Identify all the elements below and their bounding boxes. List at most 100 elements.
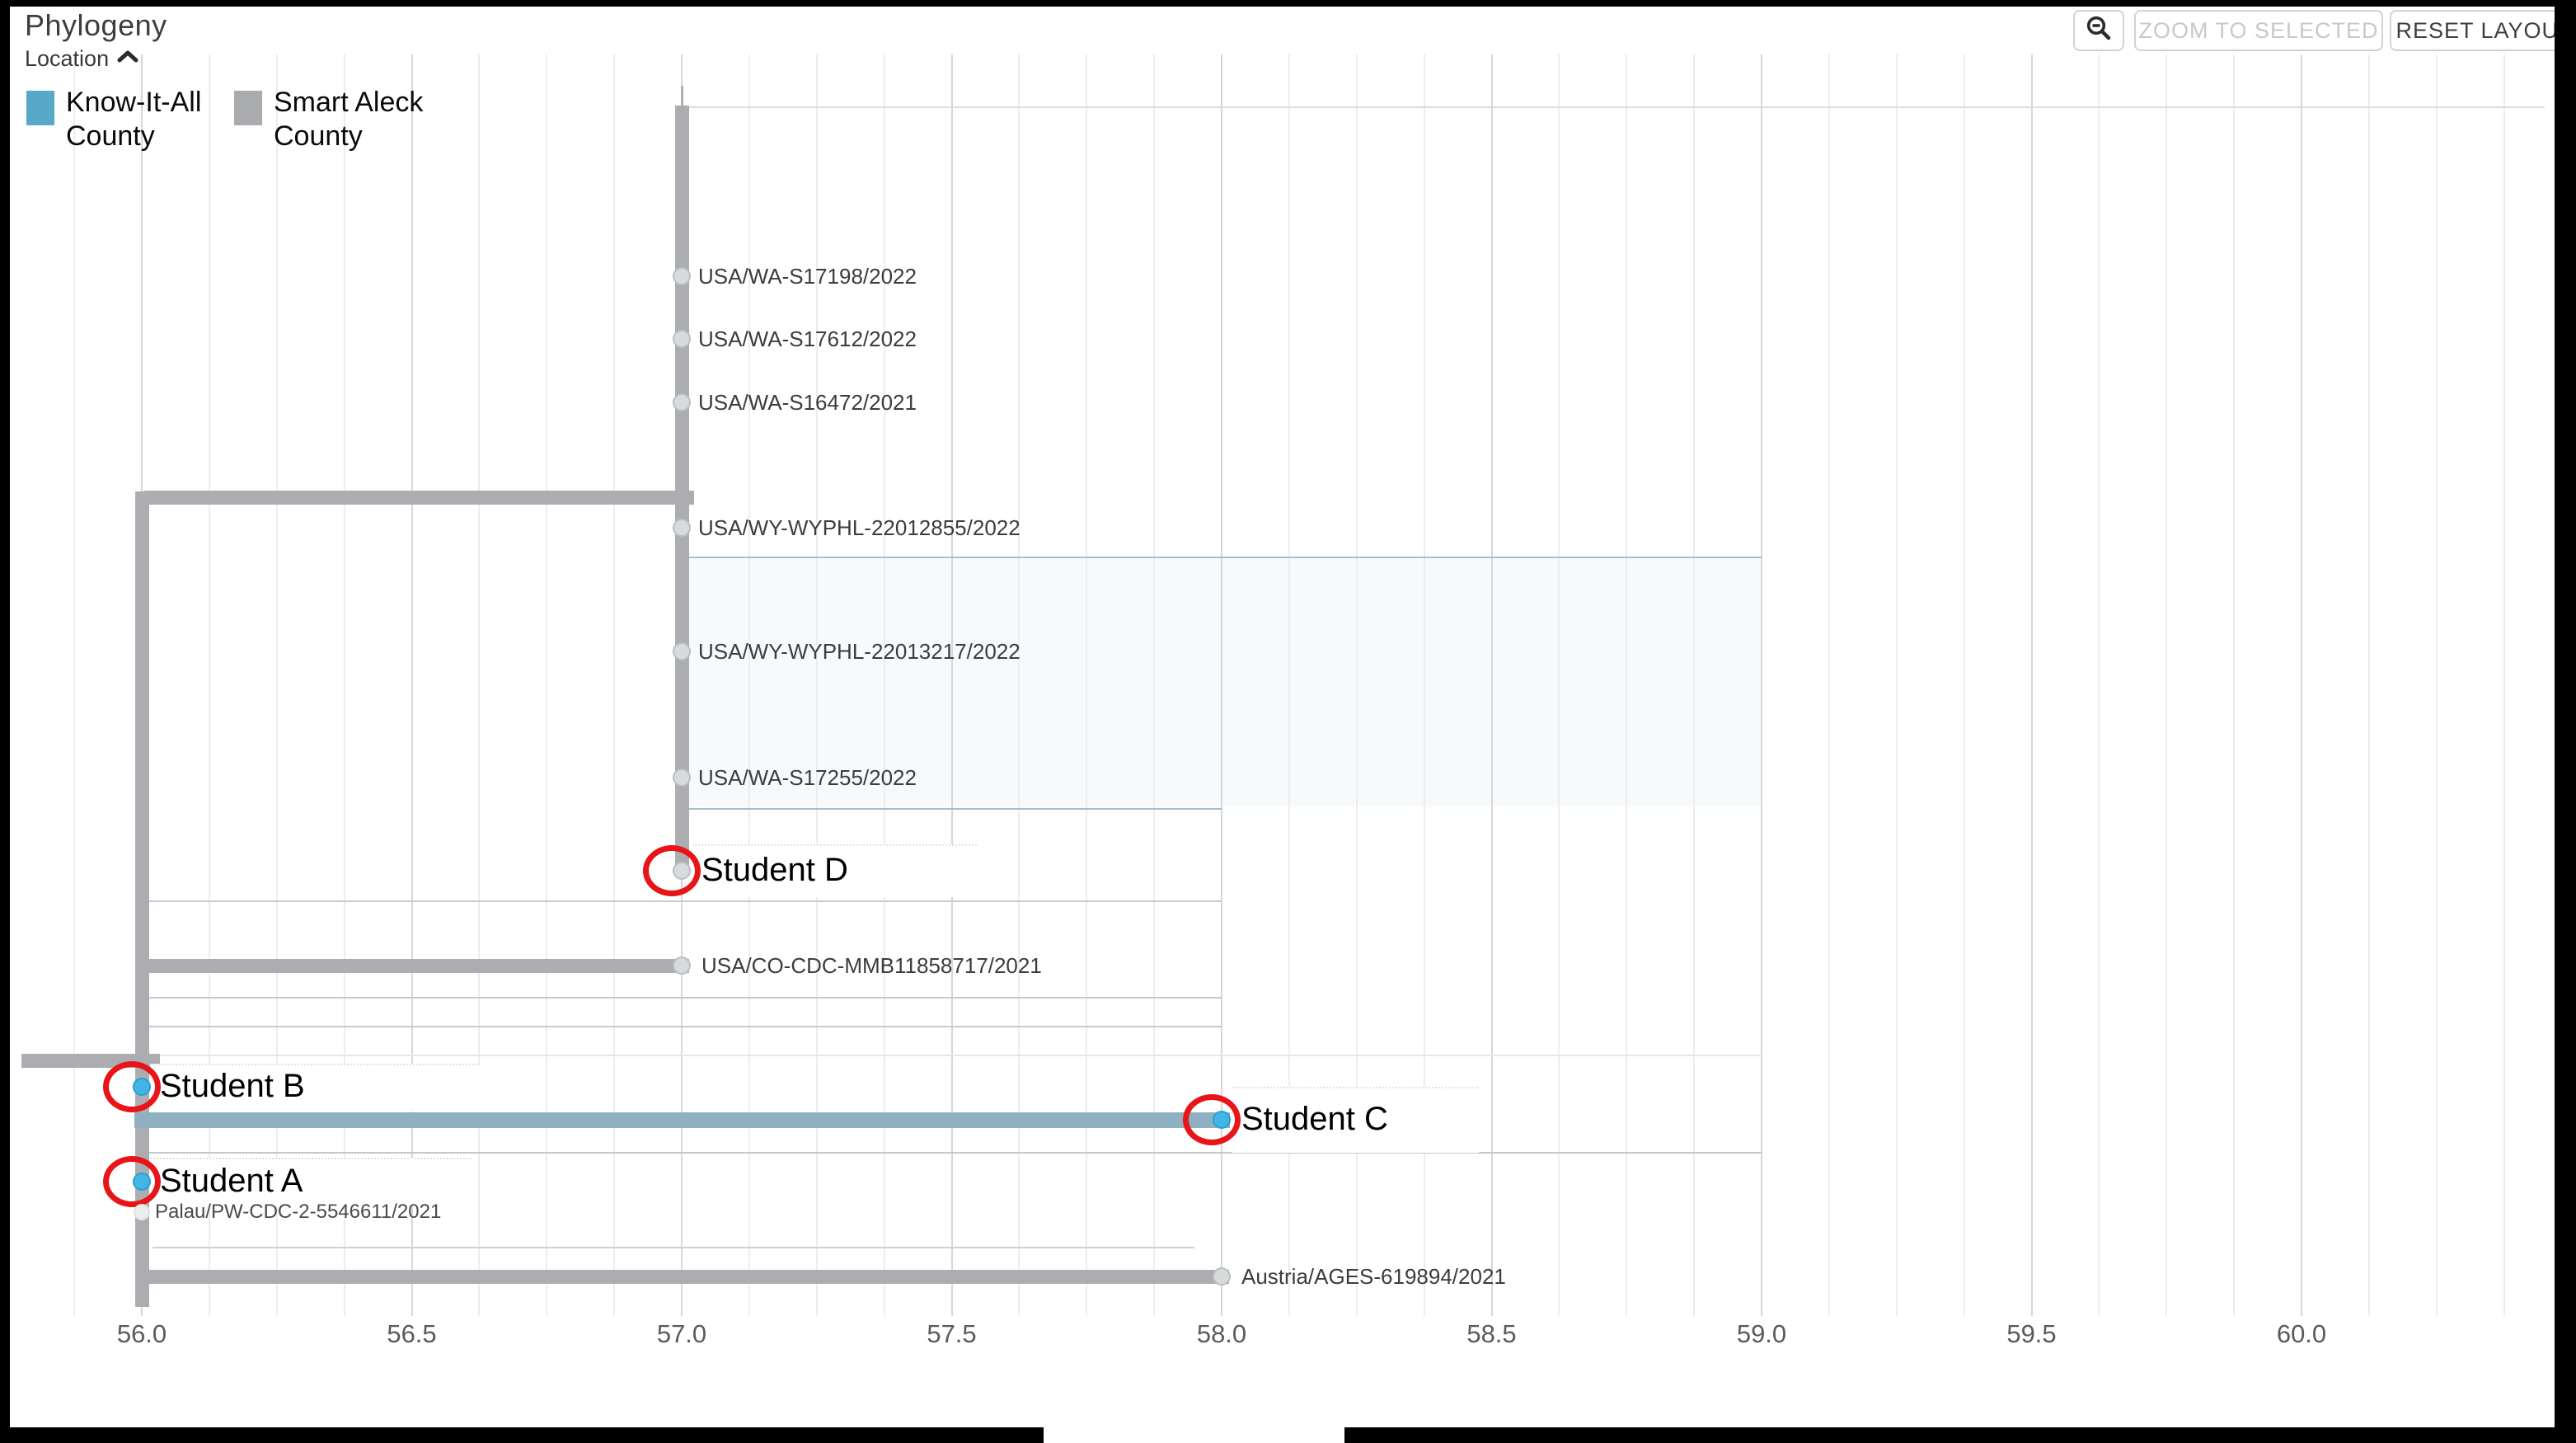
tip-node-usa-wy-wyphl-22012855-2022[interactable] — [673, 519, 691, 537]
tip-label[interactable]: USA/WY-WYPHL-22012855/2022 — [698, 515, 1021, 540]
minor-gridline — [1018, 54, 1021, 1316]
tip-label[interactable]: Student A — [160, 1162, 303, 1199]
tip-node-palau-pw-cdc-2-5546611-2021[interactable] — [134, 1204, 150, 1220]
tree-thin-line — [142, 900, 1222, 902]
chevron-up-icon[interactable] — [117, 49, 138, 69]
page-title: Phylogeny — [25, 8, 167, 42]
legend-item-know-it-all[interactable]: Know-It-All County — [26, 86, 201, 154]
minor-gridline — [2367, 54, 2370, 1316]
color-by-selector[interactable]: Location — [25, 46, 138, 72]
tip-label[interactable]: USA/WA-S17198/2022 — [698, 263, 917, 289]
minor-gridline — [73, 54, 76, 1316]
axis-tick-label: 58.5 — [1466, 1319, 1517, 1348]
tree-branch[interactable] — [134, 958, 689, 973]
minor-gridline — [1423, 54, 1425, 1316]
tip-node-student-c[interactable] — [1213, 1111, 1231, 1129]
tip-label[interactable]: Student B — [160, 1067, 305, 1104]
minor-gridline — [1558, 54, 1560, 1316]
axis-tick-label: 56.5 — [387, 1319, 437, 1348]
axis-tick-label: 58.0 — [1196, 1319, 1247, 1348]
red-annotation-circle — [103, 1156, 161, 1207]
label-backing-box — [692, 844, 977, 897]
tip-label[interactable]: USA/WA-S17612/2022 — [698, 326, 917, 351]
tree-thin-line — [142, 997, 1222, 999]
minor-gridline — [546, 54, 548, 1316]
zoom-to-selected-button[interactable]: ZOOM TO SELECTED — [2134, 10, 2383, 51]
tree-thin-line — [142, 1026, 1222, 1027]
minor-gridline — [2233, 54, 2236, 1316]
tree-thin-line — [142, 1055, 1762, 1056]
phylogeny-panel: 56.0 56.5 57.0 57.5 58.0 58.5 59.0 59.5 60.0 USA/… — [10, 7, 2555, 1427]
minor-gridline — [748, 54, 750, 1316]
minor-gridline — [275, 54, 278, 1316]
legend-swatch-blue — [26, 91, 54, 125]
major-gridline — [411, 54, 413, 1316]
axis-tick-label: 59.0 — [1736, 1319, 1787, 1348]
tip-label[interactable]: USA/WA-S17255/2022 — [698, 764, 917, 790]
tree-plot-area[interactable]: 56.0 56.5 57.0 57.5 58.0 58.5 59.0 59.5 60.0 USA/… — [10, 7, 2555, 1427]
legend-item-smart-aleck[interactable]: Smart Aleck County — [234, 86, 423, 154]
minor-gridline — [478, 54, 481, 1316]
axis-tick-label: 57.0 — [656, 1319, 707, 1348]
minor-gridline — [1693, 54, 1696, 1316]
tip-label[interactable]: Palau/PW-CDC-2-5546611/2021 — [155, 1201, 442, 1224]
minor-gridline — [2503, 54, 2505, 1316]
minor-gridline — [2165, 54, 2168, 1316]
major-gridline — [2030, 54, 2033, 1316]
minor-gridline — [815, 54, 818, 1316]
legend-label: Smart Aleck County — [274, 87, 424, 153]
tree-branch[interactable] — [134, 1269, 1229, 1284]
tip-label[interactable]: USA/WA-S16472/2021 — [698, 389, 917, 415]
tree-branch[interactable] — [134, 1112, 1230, 1128]
minor-gridline — [1288, 54, 1290, 1316]
minor-gridline — [1963, 54, 1965, 1316]
tip-node-usa-wy-wyphl-22013217-2022[interactable] — [673, 642, 691, 660]
tip-node-student-d[interactable] — [673, 862, 691, 880]
minor-gridline — [1153, 54, 1156, 1316]
magnifier-minus-icon — [2084, 13, 2114, 49]
tip-label[interactable]: Austria/AGES-619894/2021 — [1241, 1263, 1506, 1289]
zoom-out-button[interactable] — [2073, 10, 2124, 51]
minor-gridline — [2098, 54, 2100, 1316]
tree-thin-line — [682, 808, 1222, 810]
red-annotation-circle — [103, 1061, 161, 1112]
tip-node-usa-wa-s17612-2022[interactable] — [673, 330, 691, 348]
major-gridline — [950, 54, 953, 1316]
axis-tick-label: 57.5 — [927, 1319, 977, 1348]
tip-node-usa-co-cdc-mmb11858717-2021[interactable] — [673, 957, 691, 975]
bottom-notch — [1044, 1423, 1344, 1443]
minor-gridline — [1895, 54, 1898, 1316]
tip-node-student-a[interactable] — [133, 1173, 151, 1191]
legend-swatch-gray — [234, 91, 262, 125]
tree-thin-line — [682, 557, 1762, 558]
tree-branch[interactable] — [674, 106, 689, 871]
minor-gridline — [1828, 54, 1830, 1316]
tip-label[interactable]: USA/CO-CDC-MMB11858717/2021 — [701, 952, 1042, 978]
tip-node-usa-wa-s17198-2022[interactable] — [673, 267, 691, 285]
tree-thin-line — [142, 1152, 1762, 1154]
label-backing-box — [150, 1064, 480, 1112]
tip-label[interactable]: Student D — [701, 851, 848, 888]
red-annotation-circle — [643, 845, 701, 896]
minor-gridline — [2435, 54, 2438, 1316]
minor-gridline — [883, 54, 885, 1316]
axis-tick-label: 56.0 — [116, 1319, 167, 1348]
minor-gridline — [613, 54, 616, 1316]
tip-node-usa-wa-s17255-2022[interactable] — [673, 769, 691, 787]
label-backing-box — [1232, 1087, 1479, 1153]
minor-gridline — [1355, 54, 1358, 1316]
reset-layout-button[interactable]: RESET LAYOUT — [2390, 10, 2555, 51]
tip-node-usa-wa-s16472-2021[interactable] — [673, 393, 691, 411]
tree-thin-line — [152, 1247, 1195, 1248]
tree-branch[interactable] — [134, 490, 695, 505]
tree-thin-line — [682, 106, 2545, 108]
tip-node-austria-ages-619894-2021[interactable] — [1213, 1267, 1231, 1286]
axis-tick-label: 59.5 — [2006, 1319, 2057, 1348]
tree-branch[interactable] — [680, 86, 683, 107]
tip-node-student-b[interactable] — [133, 1078, 151, 1096]
tip-label[interactable]: Student C — [1241, 1100, 1388, 1137]
tip-label[interactable]: USA/WY-WYPHL-22013217/2022 — [698, 638, 1021, 664]
color-by-label: Location — [25, 46, 110, 71]
minor-gridline — [343, 54, 345, 1316]
legend-label: Know-It-All County — [66, 87, 202, 153]
